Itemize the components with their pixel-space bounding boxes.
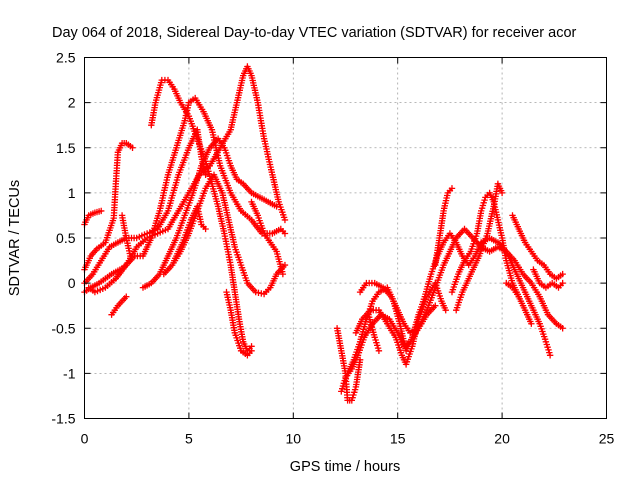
- series-arc19: [364, 310, 383, 355]
- y-tick-labels: -1.5 -1 -0.5 0 0.5 1 1.5 2 2.5: [51, 50, 75, 427]
- x-tick-label: 15: [390, 431, 406, 447]
- series-arc07: [118, 211, 135, 260]
- series-arc01: [80, 207, 106, 229]
- series-arc21: [448, 189, 523, 301]
- y-tick-label: 2.5: [56, 50, 76, 66]
- series-arc06: [107, 292, 131, 319]
- y-tick-label: 2: [68, 95, 76, 111]
- grid: [84, 57, 607, 419]
- y-tick-label: 1: [68, 185, 76, 201]
- x-tick-label: 10: [286, 431, 302, 447]
- x-tick-label: 0: [81, 431, 89, 447]
- x-tick-label: 25: [599, 431, 615, 447]
- x-axis-label: GPS time / hours: [290, 459, 400, 475]
- series-arc09: [147, 76, 256, 355]
- series-arc23: [502, 279, 536, 328]
- series-arc08: [139, 134, 281, 292]
- x-tick-label: 20: [494, 431, 510, 447]
- y-tick-label: 0: [68, 275, 76, 291]
- x-tick-labels: 0 5 10 15 20 25: [81, 431, 615, 447]
- series-arc22: [452, 179, 506, 315]
- series-arc13: [247, 198, 287, 278]
- data-series: [80, 62, 567, 405]
- series-arc12: [222, 288, 256, 360]
- series-arc04: [80, 94, 289, 296]
- y-tick-label: 1.5: [56, 140, 76, 156]
- series-arc16: [343, 229, 554, 378]
- series-arc25: [529, 265, 567, 292]
- series-arc24: [508, 211, 567, 283]
- series-arc02: [80, 139, 137, 274]
- y-tick-label: -0.5: [51, 320, 75, 336]
- axis-ticks: [84, 57, 607, 419]
- series-arc05: [84, 62, 289, 296]
- x-tick-label: 5: [185, 431, 193, 447]
- y-tick-label: 0.5: [56, 230, 76, 246]
- y-tick-label: -1.5: [51, 411, 75, 427]
- y-tick-label: -1: [63, 365, 76, 381]
- series-arc18: [356, 279, 440, 337]
- series-arc11: [170, 202, 210, 265]
- chart-title: Day 064 of 2018, Sidereal Day-to-day VTE…: [52, 25, 577, 41]
- series-arc14: [333, 324, 364, 405]
- y-axis-label: SDTVAR / TECUs: [7, 180, 23, 296]
- series-arc20: [431, 184, 456, 269]
- series-arc03: [80, 125, 210, 287]
- series-arc17: [352, 279, 450, 369]
